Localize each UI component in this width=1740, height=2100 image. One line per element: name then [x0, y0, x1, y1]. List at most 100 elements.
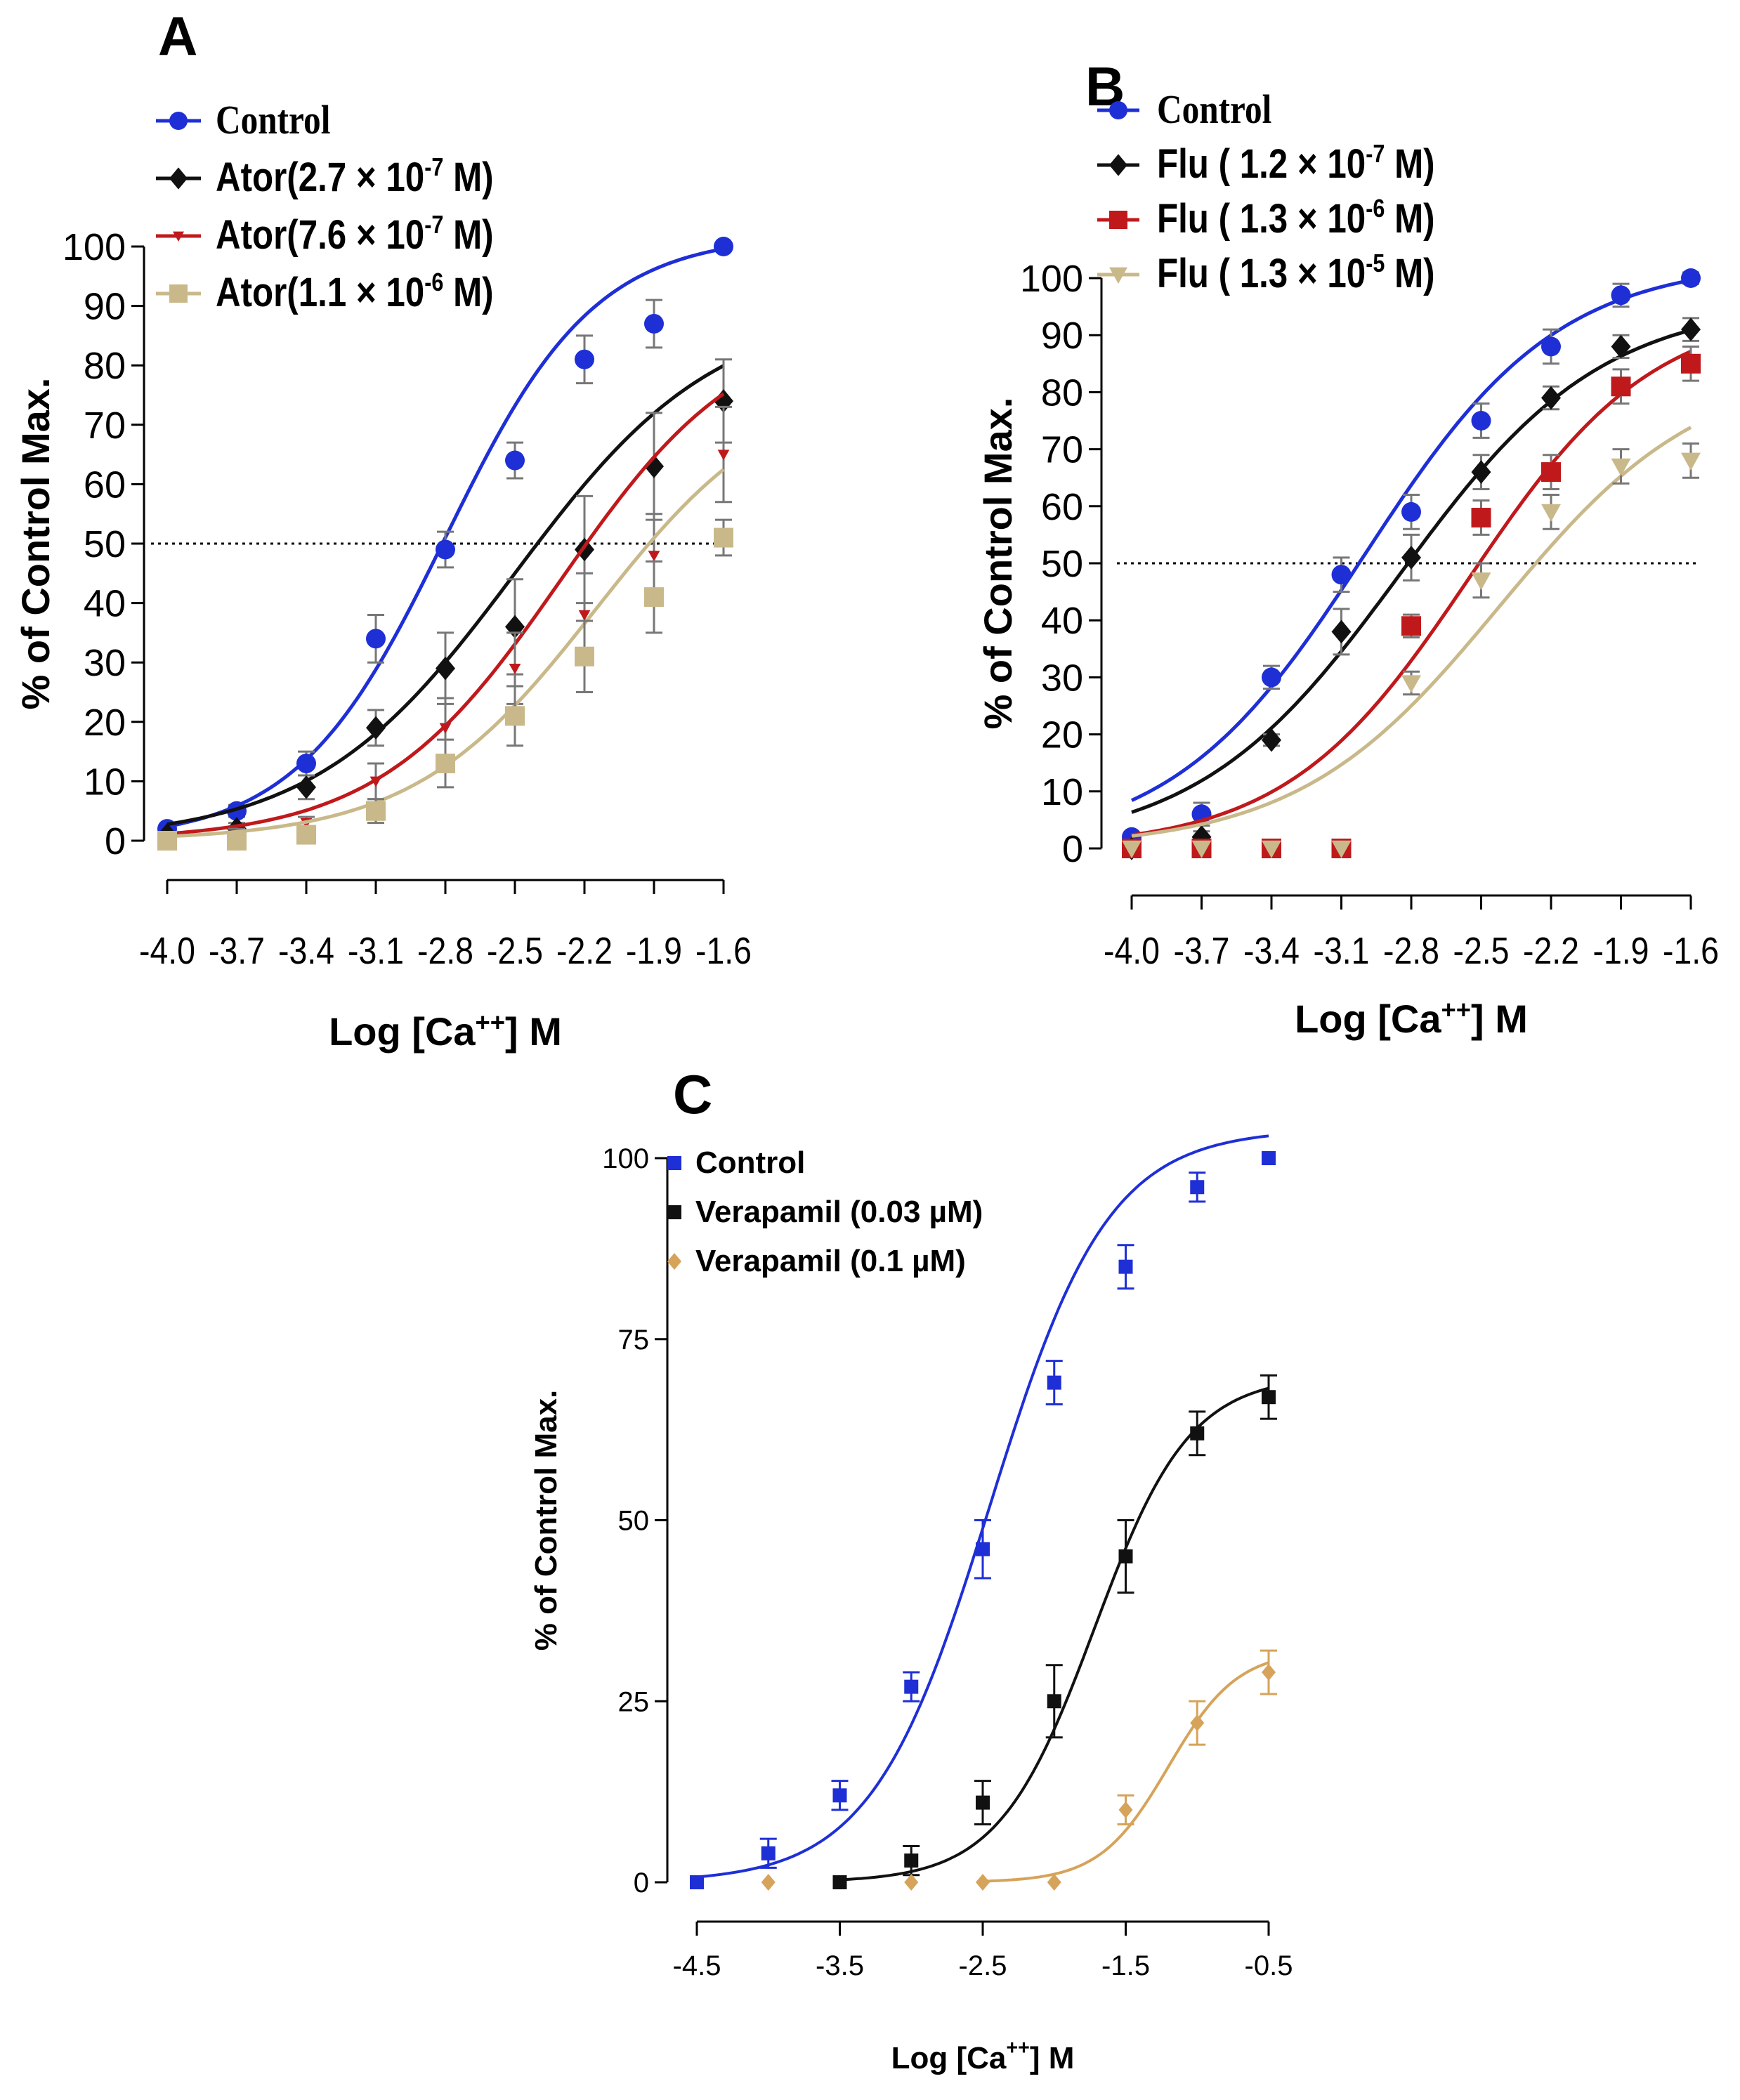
x-tick-label: -3.5	[816, 1950, 864, 1981]
data-point	[648, 551, 660, 562]
y-axis-title: % of Control Max.	[13, 378, 58, 710]
x-tick-label: -3.1	[348, 929, 404, 972]
legend-label-tail: M)	[443, 212, 493, 258]
legend-marker	[173, 231, 184, 242]
legend-label: Flu ( 1.2 × 10-7 M)	[1157, 140, 1435, 187]
legend: Control Verapamil (0.03 µM) Verapamil (0.1…	[667, 1146, 983, 1278]
x-axis: -4.0 -3.7 -3.4 -3.1 -2.8 -2.5 -2.2 -1.9 -1.6	[139, 879, 752, 972]
data-point	[505, 450, 525, 471]
x-axis: -4.5 -3.5 -2.5 -1.5 -0.5	[673, 1920, 1293, 1981]
legend-marker	[667, 1156, 681, 1170]
data-point	[1190, 1714, 1205, 1732]
data-point	[575, 349, 594, 369]
data-point	[1262, 728, 1281, 752]
data-point	[976, 1795, 990, 1810]
data-point	[227, 831, 247, 851]
x-tick-label: -3.4	[1243, 929, 1300, 972]
legend-label-exponent: -6	[1366, 195, 1385, 223]
x-axis-title-tail: ] M	[1030, 2041, 1075, 2075]
legend-marker	[169, 284, 188, 303]
y-tick-label: 75	[618, 1325, 650, 1356]
legend-label: Flu ( 1.3 × 10-6 M)	[1157, 195, 1435, 242]
legend-label-tail: M)	[1385, 251, 1434, 296]
data-point	[1401, 546, 1421, 570]
legend-marker	[1109, 154, 1127, 176]
legend-item-2: Flu ( 1.2 × 10-7 M)	[1097, 140, 1435, 187]
y-tick-label: 30	[84, 642, 126, 684]
data-point	[505, 706, 525, 726]
legend-marker	[667, 1253, 681, 1270]
series-fit-curve	[1130, 278, 1692, 802]
legend-label-main: Verapamil (0.1 µM)	[695, 1244, 966, 1278]
data-point	[832, 1788, 847, 1803]
data-point	[1047, 1375, 1061, 1390]
legend-item-3: Ator(7.6 × 10-7 M)	[156, 211, 494, 258]
series-1	[690, 1134, 1276, 1889]
legend-label: Verapamil (0.03 µM)	[695, 1195, 983, 1229]
legend-label: Control	[216, 97, 330, 143]
data-point	[1681, 268, 1701, 288]
legend-item-1: Control	[1097, 86, 1271, 132]
legend-item-4: Ator(1.1 × 10-6 M)	[156, 269, 494, 315]
legend-item-3: Flu ( 1.3 × 10-6 M)	[1097, 195, 1435, 242]
data-point	[1541, 462, 1561, 483]
data-point	[690, 1875, 704, 1889]
data-point	[366, 629, 386, 649]
data-point	[976, 1874, 990, 1891]
data-point	[1262, 840, 1281, 858]
legend-label-tail: M)	[1385, 196, 1434, 242]
legend-marker	[1109, 101, 1127, 119]
data-point	[1118, 1801, 1133, 1818]
legend-label-exponent: -7	[1366, 140, 1385, 169]
x-axis-title-sup: ++	[476, 1008, 506, 1037]
data-point	[644, 313, 664, 334]
data-point	[1122, 840, 1142, 858]
x-tick-label: -2.5	[1453, 929, 1509, 972]
y-tick-label: 100	[602, 1143, 649, 1174]
x-tick-label: -1.9	[626, 929, 682, 972]
y-tick-label: 40	[1041, 600, 1083, 642]
data-point	[366, 716, 386, 740]
legend-label: Flu ( 1.3 × 10-5 M)	[1157, 250, 1435, 296]
data-point	[157, 831, 177, 851]
y-tick-label: 50	[1041, 543, 1083, 585]
data-point	[832, 1875, 847, 1889]
y-tick-label: 80	[84, 345, 126, 387]
y-tick-label: 100	[63, 226, 126, 268]
legend-item-3: Verapamil (0.1 µM)	[667, 1244, 966, 1278]
y-tick-label: 60	[84, 464, 126, 506]
x-tick-label: -1.6	[1663, 929, 1719, 972]
data-point	[1681, 317, 1701, 341]
x-axis-title-main: Log [Ca	[329, 1009, 476, 1054]
data-point	[761, 1846, 776, 1861]
series-3	[761, 1649, 1277, 1891]
legend-label-tail: M)	[1385, 141, 1434, 187]
data-point	[717, 449, 730, 461]
data-point	[976, 1542, 990, 1556]
x-tick-label: -2.2	[556, 929, 613, 972]
data-point	[1262, 1151, 1276, 1165]
legend-label-main: Flu ( 1.2 × 10	[1157, 141, 1366, 187]
y-tick-label: 90	[1041, 315, 1083, 357]
data-point	[1541, 386, 1561, 410]
y-axis: 0 10 20 30 40 50 60 70 80 90 100	[1020, 258, 1103, 870]
data-point	[296, 825, 316, 845]
data-point	[1331, 619, 1352, 644]
data-point	[1681, 452, 1701, 471]
data-point	[1471, 411, 1491, 431]
series-fit-curve	[982, 1661, 1269, 1883]
y-tick-label: 50	[618, 1506, 650, 1537]
x-tick-label: -4.5	[673, 1950, 721, 1981]
x-tick-label: -3.1	[1313, 929, 1369, 972]
data-point	[1047, 1694, 1061, 1709]
legend-label-main: Flu ( 1.3 × 10	[1157, 251, 1366, 296]
data-point	[1611, 458, 1631, 476]
data-point	[1541, 504, 1561, 522]
data-point	[1681, 353, 1701, 374]
legend-label-main: Verapamil (0.03 µM)	[695, 1195, 983, 1229]
data-point	[1611, 285, 1631, 306]
legend-item-1: Control	[667, 1146, 805, 1180]
x-axis-title: Log [Ca++] M	[329, 1008, 562, 1054]
y-tick-label: 90	[84, 286, 126, 328]
